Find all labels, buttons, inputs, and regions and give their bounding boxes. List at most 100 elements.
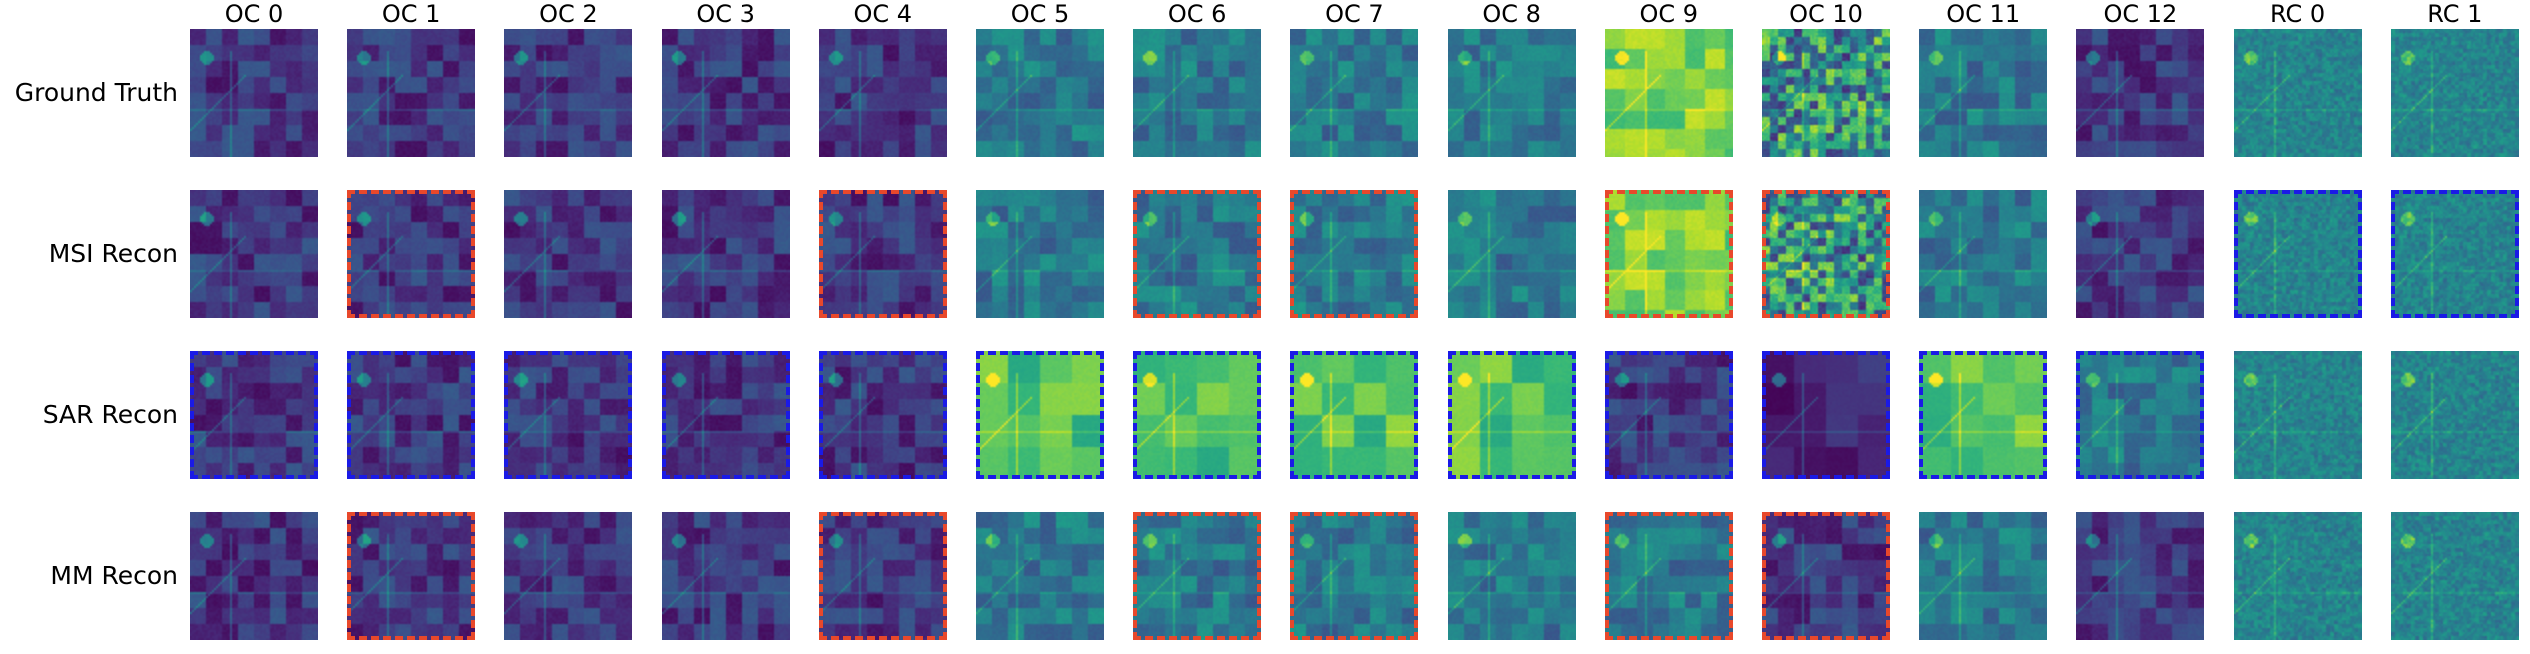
image-tile — [1604, 29, 1733, 157]
tile-canvas — [661, 512, 790, 640]
tile-canvas — [347, 351, 476, 479]
tile-canvas — [2076, 190, 2205, 318]
image-tile — [2390, 512, 2519, 640]
image-tile — [818, 512, 947, 640]
tile-canvas — [818, 29, 947, 157]
image-tile — [661, 351, 790, 479]
image-tile — [1604, 190, 1733, 318]
tile-canvas — [976, 190, 1104, 318]
image-tile — [1133, 29, 1262, 157]
tile-canvas — [1762, 29, 1890, 157]
tile-canvas — [347, 190, 476, 318]
image-tile — [976, 512, 1104, 640]
image-tile — [1133, 512, 1262, 640]
row-label-sar-recon: SAR Recon — [42, 400, 178, 429]
tile-canvas — [2076, 29, 2205, 157]
tile-canvas — [2390, 512, 2519, 640]
image-tile — [1447, 29, 1576, 157]
tile-canvas — [1133, 351, 1262, 479]
tile-canvas — [1133, 29, 1262, 157]
image-tile — [504, 512, 633, 640]
column-header-oc-12: OC 12 — [2103, 0, 2178, 28]
image-tile — [661, 190, 790, 318]
tile-canvas — [347, 512, 476, 640]
tile-canvas — [1447, 29, 1576, 157]
tile-canvas — [2390, 190, 2519, 318]
tile-canvas — [976, 29, 1104, 157]
image-tile — [2076, 29, 2205, 157]
image-tile — [1762, 351, 1890, 479]
image-tile — [2076, 351, 2205, 479]
image-tile — [976, 29, 1104, 157]
image-tile — [1133, 190, 1262, 318]
image-tile — [818, 351, 947, 479]
image-tile — [2233, 190, 2362, 318]
tile-canvas — [1762, 190, 1890, 318]
image-tile — [347, 512, 476, 640]
tile-canvas — [2390, 29, 2519, 157]
tile-canvas — [818, 351, 947, 479]
image-tile — [1919, 351, 2048, 479]
image-tile — [1290, 190, 1419, 318]
tile-canvas — [1447, 351, 1576, 479]
tile-canvas — [661, 29, 790, 157]
tile-canvas — [976, 512, 1104, 640]
column-header-oc-3: OC 3 — [696, 0, 755, 28]
image-tile — [2390, 351, 2519, 479]
image-tile — [347, 351, 476, 479]
tile-canvas — [2390, 351, 2519, 479]
image-tile — [818, 29, 947, 157]
row-label-mm-recon: MM Recon — [50, 561, 178, 590]
image-tile — [1604, 351, 1733, 479]
tile-canvas — [347, 29, 476, 157]
image-tile — [504, 190, 633, 318]
image-tile — [1919, 512, 2048, 640]
column-header-oc-6: OC 6 — [1167, 0, 1227, 28]
column-header-oc-10: OC 10 — [1789, 0, 1863, 28]
image-tile — [347, 29, 476, 157]
image-tile — [1290, 512, 1419, 640]
tile-canvas — [661, 351, 790, 479]
image-tile — [1133, 351, 1262, 479]
image-tile — [976, 351, 1104, 479]
column-header-oc-8: OC 8 — [1482, 0, 1541, 28]
image-tile — [661, 29, 790, 157]
column-header-rc-0: RC 0 — [2270, 0, 2326, 28]
image-tile — [1604, 512, 1733, 640]
column-header-oc-7: OC 7 — [1325, 0, 1384, 28]
image-tile — [1447, 190, 1576, 318]
image-tile — [190, 351, 318, 479]
tile-canvas — [2233, 29, 2362, 157]
tile-canvas — [1447, 190, 1576, 318]
image-tile — [2233, 351, 2362, 479]
tile-canvas — [1604, 190, 1733, 318]
tile-canvas — [1762, 512, 1890, 640]
tile-canvas — [504, 512, 633, 640]
image-tile — [1447, 351, 1576, 479]
image-tile — [1290, 29, 1419, 157]
image-tile — [2390, 190, 2519, 318]
tile-canvas — [190, 512, 318, 640]
column-header-rc-1: RC 1 — [2427, 0, 2483, 28]
tile-canvas — [504, 29, 633, 157]
tile-canvas — [2076, 512, 2205, 640]
tile-canvas — [190, 351, 318, 479]
tile-canvas — [1919, 190, 2048, 318]
image-tile — [504, 351, 633, 479]
tile-canvas — [2233, 351, 2362, 479]
column-header-oc-5: OC 5 — [1010, 0, 1070, 28]
column-header-oc-11: OC 11 — [1946, 0, 2021, 28]
image-tile — [1290, 351, 1419, 479]
tile-canvas — [2233, 190, 2362, 318]
image-tile — [976, 190, 1104, 318]
image-tile — [2233, 512, 2362, 640]
image-tile — [2233, 29, 2362, 157]
image-tile — [504, 29, 633, 157]
tile-canvas — [1919, 512, 2048, 640]
tile-canvas — [1604, 29, 1733, 157]
image-tile — [818, 190, 947, 318]
column-header-oc-9: OC 9 — [1639, 0, 1699, 28]
tile-canvas — [1919, 29, 2048, 157]
tile-canvas — [1133, 190, 1262, 318]
